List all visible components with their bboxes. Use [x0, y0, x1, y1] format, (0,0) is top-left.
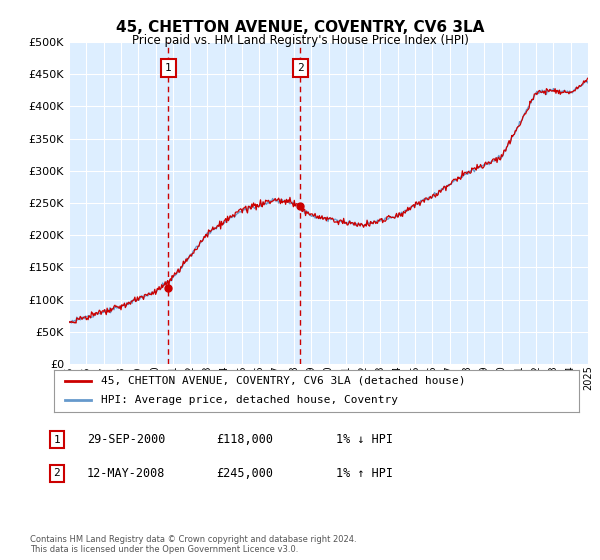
Text: 1% ↑ HPI: 1% ↑ HPI — [336, 466, 393, 480]
Text: 45, CHETTON AVENUE, COVENTRY, CV6 3LA: 45, CHETTON AVENUE, COVENTRY, CV6 3LA — [116, 20, 484, 35]
Text: 1: 1 — [53, 435, 61, 445]
Text: 29-SEP-2000: 29-SEP-2000 — [87, 433, 166, 446]
Text: 2: 2 — [53, 468, 61, 478]
Text: 1% ↓ HPI: 1% ↓ HPI — [336, 433, 393, 446]
Text: 45, CHETTON AVENUE, COVENTRY, CV6 3LA (detached house): 45, CHETTON AVENUE, COVENTRY, CV6 3LA (d… — [101, 376, 466, 386]
Text: £118,000: £118,000 — [216, 433, 273, 446]
Text: 12-MAY-2008: 12-MAY-2008 — [87, 466, 166, 480]
Text: Contains HM Land Registry data © Crown copyright and database right 2024.
This d: Contains HM Land Registry data © Crown c… — [30, 535, 356, 554]
Text: £245,000: £245,000 — [216, 466, 273, 480]
Text: 1: 1 — [165, 63, 172, 73]
Text: HPI: Average price, detached house, Coventry: HPI: Average price, detached house, Cove… — [101, 395, 398, 405]
Text: Price paid vs. HM Land Registry's House Price Index (HPI): Price paid vs. HM Land Registry's House … — [131, 34, 469, 46]
Text: 2: 2 — [297, 63, 304, 73]
